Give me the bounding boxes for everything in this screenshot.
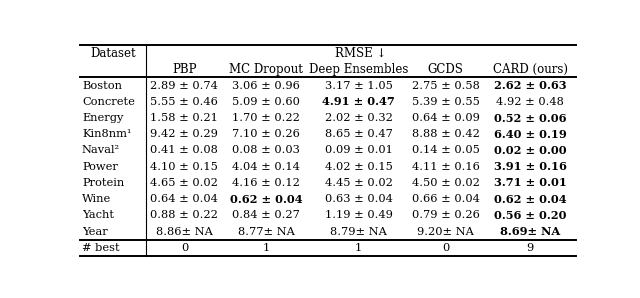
Text: Protein: Protein bbox=[82, 178, 124, 188]
Text: 4.45 ± 0.02: 4.45 ± 0.02 bbox=[324, 178, 392, 188]
Text: 0.62 ± 0.04: 0.62 ± 0.04 bbox=[494, 194, 566, 205]
Text: Energy: Energy bbox=[82, 113, 124, 123]
Text: 5.55 ± 0.46: 5.55 ± 0.46 bbox=[150, 97, 218, 107]
Text: CARD (ours): CARD (ours) bbox=[493, 63, 568, 76]
Text: Concrete: Concrete bbox=[82, 97, 135, 107]
Text: Naval²: Naval² bbox=[82, 145, 120, 156]
Text: MC Dropout: MC Dropout bbox=[229, 63, 303, 76]
Text: 4.65 ± 0.02: 4.65 ± 0.02 bbox=[150, 178, 218, 188]
Text: 4.11 ± 0.16: 4.11 ± 0.16 bbox=[412, 162, 480, 172]
Text: 0.09 ± 0.01: 0.09 ± 0.01 bbox=[324, 145, 392, 156]
Text: 1.70 ± 0.22: 1.70 ± 0.22 bbox=[232, 113, 300, 123]
Text: 7.10 ± 0.26: 7.10 ± 0.26 bbox=[232, 129, 300, 139]
Text: 0.62 ± 0.04: 0.62 ± 0.04 bbox=[230, 194, 303, 205]
Text: Kin8nm¹: Kin8nm¹ bbox=[82, 129, 131, 139]
Text: 0.52 ± 0.06: 0.52 ± 0.06 bbox=[494, 113, 566, 123]
Text: 0.88 ± 0.22: 0.88 ± 0.22 bbox=[150, 210, 218, 221]
Text: 3.06 ± 0.96: 3.06 ± 0.96 bbox=[232, 80, 300, 91]
Text: 0.84 ± 0.27: 0.84 ± 0.27 bbox=[232, 210, 300, 221]
Text: 0.66 ± 0.04: 0.66 ± 0.04 bbox=[412, 194, 480, 204]
Text: 9.42 ± 0.29: 9.42 ± 0.29 bbox=[150, 129, 218, 139]
Text: 0.14 ± 0.05: 0.14 ± 0.05 bbox=[412, 145, 480, 156]
Text: 0.56 ± 0.20: 0.56 ± 0.20 bbox=[494, 210, 566, 221]
Text: 8.69± NA: 8.69± NA bbox=[500, 226, 560, 237]
Text: 2.75 ± 0.58: 2.75 ± 0.58 bbox=[412, 80, 480, 91]
Text: 4.50 ± 0.02: 4.50 ± 0.02 bbox=[412, 178, 480, 188]
Text: 4.02 ± 0.15: 4.02 ± 0.15 bbox=[324, 162, 392, 172]
Text: 9.20± NA: 9.20± NA bbox=[417, 227, 474, 237]
Text: 0.63 ± 0.04: 0.63 ± 0.04 bbox=[324, 194, 392, 204]
Text: 1: 1 bbox=[262, 243, 270, 253]
Text: 8.86± NA: 8.86± NA bbox=[156, 227, 213, 237]
Text: GCDS: GCDS bbox=[428, 63, 464, 76]
Text: Wine: Wine bbox=[82, 194, 111, 204]
Text: 0: 0 bbox=[180, 243, 188, 253]
Text: 1.19 ± 0.49: 1.19 ± 0.49 bbox=[324, 210, 392, 221]
Text: 0.02 ± 0.00: 0.02 ± 0.00 bbox=[494, 145, 566, 156]
Text: 8.79± NA: 8.79± NA bbox=[330, 227, 387, 237]
Text: 5.09 ± 0.60: 5.09 ± 0.60 bbox=[232, 97, 300, 107]
Text: 4.16 ± 0.12: 4.16 ± 0.12 bbox=[232, 178, 300, 188]
Text: 4.10 ± 0.15: 4.10 ± 0.15 bbox=[150, 162, 218, 172]
Text: 3.91 ± 0.16: 3.91 ± 0.16 bbox=[493, 161, 566, 172]
Text: 3.71 ± 0.01: 3.71 ± 0.01 bbox=[493, 178, 566, 188]
Text: 0.08 ± 0.03: 0.08 ± 0.03 bbox=[232, 145, 300, 156]
Text: 5.39 ± 0.55: 5.39 ± 0.55 bbox=[412, 97, 480, 107]
Text: Deep Ensembles: Deep Ensembles bbox=[309, 63, 408, 76]
Text: 4.04 ± 0.14: 4.04 ± 0.14 bbox=[232, 162, 300, 172]
Text: 2.89 ± 0.74: 2.89 ± 0.74 bbox=[150, 80, 218, 91]
Text: PBP: PBP bbox=[172, 63, 196, 76]
Text: 4.91 ± 0.47: 4.91 ± 0.47 bbox=[322, 96, 395, 107]
Text: Yacht: Yacht bbox=[82, 210, 114, 221]
Text: 0.41 ± 0.08: 0.41 ± 0.08 bbox=[150, 145, 218, 156]
Text: 8.65 ± 0.47: 8.65 ± 0.47 bbox=[324, 129, 392, 139]
Text: RMSE ↓: RMSE ↓ bbox=[335, 46, 387, 60]
Text: 6.40 ± 0.19: 6.40 ± 0.19 bbox=[493, 129, 566, 140]
Text: 0.79 ± 0.26: 0.79 ± 0.26 bbox=[412, 210, 480, 221]
Text: 0.64 ± 0.04: 0.64 ± 0.04 bbox=[150, 194, 218, 204]
Text: 9: 9 bbox=[527, 243, 534, 253]
Text: 8.88 ± 0.42: 8.88 ± 0.42 bbox=[412, 129, 480, 139]
Text: 1.58 ± 0.21: 1.58 ± 0.21 bbox=[150, 113, 218, 123]
Text: Power: Power bbox=[82, 162, 118, 172]
Text: 4.92 ± 0.48: 4.92 ± 0.48 bbox=[496, 97, 564, 107]
Text: 2.02 ± 0.32: 2.02 ± 0.32 bbox=[324, 113, 392, 123]
Text: 0: 0 bbox=[442, 243, 449, 253]
Text: 3.17 ± 1.05: 3.17 ± 1.05 bbox=[324, 80, 392, 91]
Text: 8.77± NA: 8.77± NA bbox=[238, 227, 294, 237]
Text: Dataset: Dataset bbox=[90, 46, 136, 60]
Text: 1: 1 bbox=[355, 243, 362, 253]
Text: # best: # best bbox=[82, 243, 120, 253]
Text: Year: Year bbox=[82, 227, 108, 237]
Text: 0.64 ± 0.09: 0.64 ± 0.09 bbox=[412, 113, 480, 123]
Text: 2.62 ± 0.63: 2.62 ± 0.63 bbox=[494, 80, 566, 91]
Text: Boston: Boston bbox=[82, 80, 122, 91]
